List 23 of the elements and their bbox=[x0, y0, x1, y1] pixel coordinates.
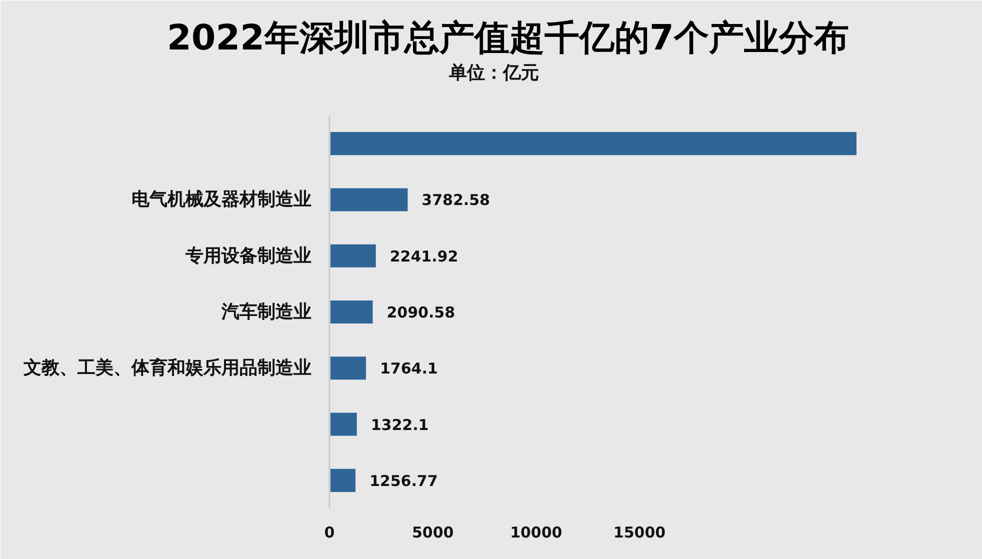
x-tick-label: 10000 bbox=[510, 524, 562, 542]
y-tick-label: 专用设备制造业 bbox=[184, 245, 312, 266]
bar bbox=[330, 356, 366, 380]
data-label: 2090.58 bbox=[386, 304, 456, 322]
y-tick-label: 电气机械及器材制造业 bbox=[132, 189, 312, 210]
bar bbox=[330, 300, 373, 324]
y-tick-label: 汽车制造业 bbox=[220, 302, 312, 322]
data-label: 3782.58 bbox=[422, 191, 490, 210]
chart-subtitle: 单位：亿元 bbox=[448, 62, 540, 84]
bar bbox=[330, 468, 356, 492]
data-label: 1256.77 bbox=[369, 472, 438, 490]
chart-title: 2022年深圳市总产值超千亿的7个产业分布 bbox=[167, 18, 849, 58]
y-tick-label: 文教、工美、体育和娱乐用品制造业 bbox=[22, 356, 312, 379]
bar bbox=[330, 132, 856, 156]
bar bbox=[330, 412, 357, 436]
x-tick-label: 5000 bbox=[412, 524, 454, 542]
data-label: 1764.1 bbox=[380, 360, 438, 378]
x-tick-label: 15000 bbox=[613, 524, 666, 542]
bar bbox=[330, 244, 376, 268]
x-tick-label: 0 bbox=[324, 524, 335, 542]
data-label: 1322.1 bbox=[370, 416, 429, 434]
bar bbox=[330, 188, 408, 212]
data-label: 2241.92 bbox=[390, 247, 458, 266]
